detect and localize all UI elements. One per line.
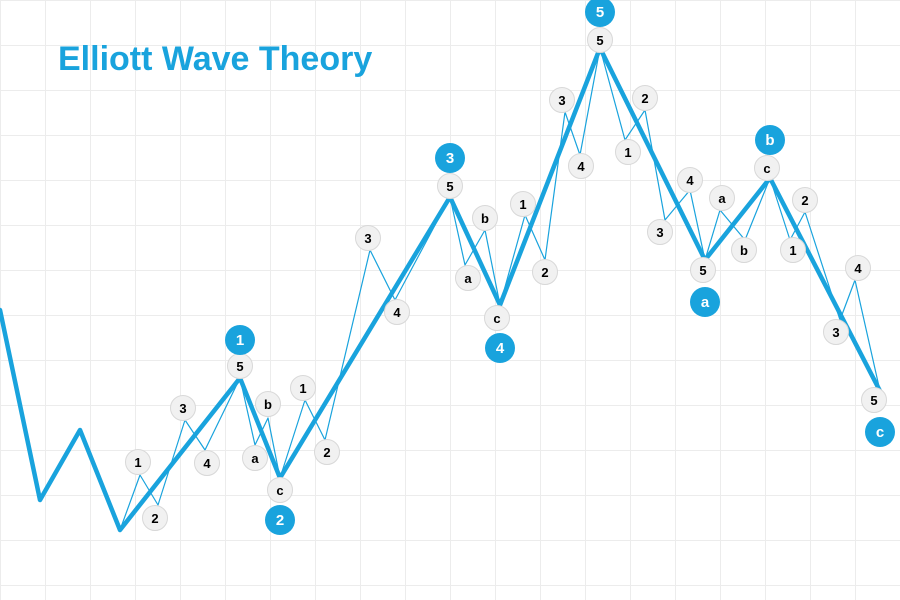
minor-wave-label-3: 3 xyxy=(170,395,196,421)
minor-wave-label-a: a xyxy=(455,265,481,291)
minor-wave-label-4: 4 xyxy=(845,255,871,281)
minor-wave-label-b: b xyxy=(472,205,498,231)
major-wave-label-2: 2 xyxy=(265,505,295,535)
minor-wave-label-2: 2 xyxy=(532,259,558,285)
minor-wave-label-c: c xyxy=(484,305,510,331)
minor-wave-label-2: 2 xyxy=(142,505,168,531)
minor-wave-label-2: 2 xyxy=(314,439,340,465)
major-wave-label-b: b xyxy=(755,125,785,155)
minor-wave-label-2: 2 xyxy=(792,187,818,213)
minor-wave-label-1: 1 xyxy=(125,449,151,475)
minor-wave-label-3: 3 xyxy=(355,225,381,251)
minor-wave-label-4: 4 xyxy=(194,450,220,476)
minor-wave-label-5: 5 xyxy=(587,27,613,53)
minor-wave-label-1: 1 xyxy=(615,139,641,165)
chart-title: Elliott Wave Theory xyxy=(58,40,372,79)
minor-wave-label-b: b xyxy=(731,237,757,263)
major-wave-label-a: a xyxy=(690,287,720,317)
minor-wave-label-3: 3 xyxy=(823,319,849,345)
minor-wave-label-5: 5 xyxy=(861,387,887,413)
minor-wave-label-c: c xyxy=(267,477,293,503)
minor-wave-label-2: 2 xyxy=(632,85,658,111)
minor-wave-label-4: 4 xyxy=(568,153,594,179)
minor-wave-label-c: c xyxy=(754,155,780,181)
minor-wave-label-4: 4 xyxy=(384,299,410,325)
wave-lines xyxy=(0,0,900,600)
minor-wave-label-5: 5 xyxy=(437,173,463,199)
major-wave-label-1: 1 xyxy=(225,325,255,355)
minor-wave-label-1: 1 xyxy=(510,191,536,217)
minor-wave-label-a: a xyxy=(242,445,268,471)
minor-wave-label-a: a xyxy=(709,185,735,211)
minor-wave-label-1: 1 xyxy=(290,375,316,401)
minor-wave-label-b: b xyxy=(255,391,281,417)
minor-wave-label-3: 3 xyxy=(647,219,673,245)
major-wave-label-c: c xyxy=(865,417,895,447)
minor-wave-label-5: 5 xyxy=(227,353,253,379)
major-wave-label-4: 4 xyxy=(485,333,515,363)
elliott-wave-diagram: Elliott Wave Theory 12345abc12345abc1234… xyxy=(0,0,900,600)
minor-wave-label-4: 4 xyxy=(677,167,703,193)
minor-wave-label-5: 5 xyxy=(690,257,716,283)
major-wave-label-3: 3 xyxy=(435,143,465,173)
minor-wave-label-1: 1 xyxy=(780,237,806,263)
minor-wave-label-3: 3 xyxy=(549,87,575,113)
